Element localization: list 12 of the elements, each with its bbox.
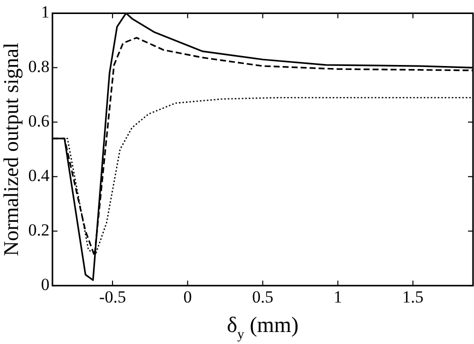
y-tick-label: 1 — [40, 2, 50, 22]
x-tick-label: 0 — [183, 287, 192, 306]
y-tick-label: 0.4 — [28, 166, 50, 186]
y-axis-title: Normalized output signal — [0, 42, 24, 256]
x-tick-label: 0.5 — [252, 287, 274, 306]
x-tick-label: 1.5 — [402, 287, 424, 306]
x-tick-label: 1 — [334, 287, 342, 306]
y-tick-label: 0.2 — [28, 220, 50, 240]
y-tick-label: 0.8 — [28, 57, 50, 76]
y-tick-label: 0.6 — [28, 112, 50, 131]
y-tick-label: 0 — [40, 275, 50, 294]
x-tick-label: -0.5 — [99, 287, 126, 306]
